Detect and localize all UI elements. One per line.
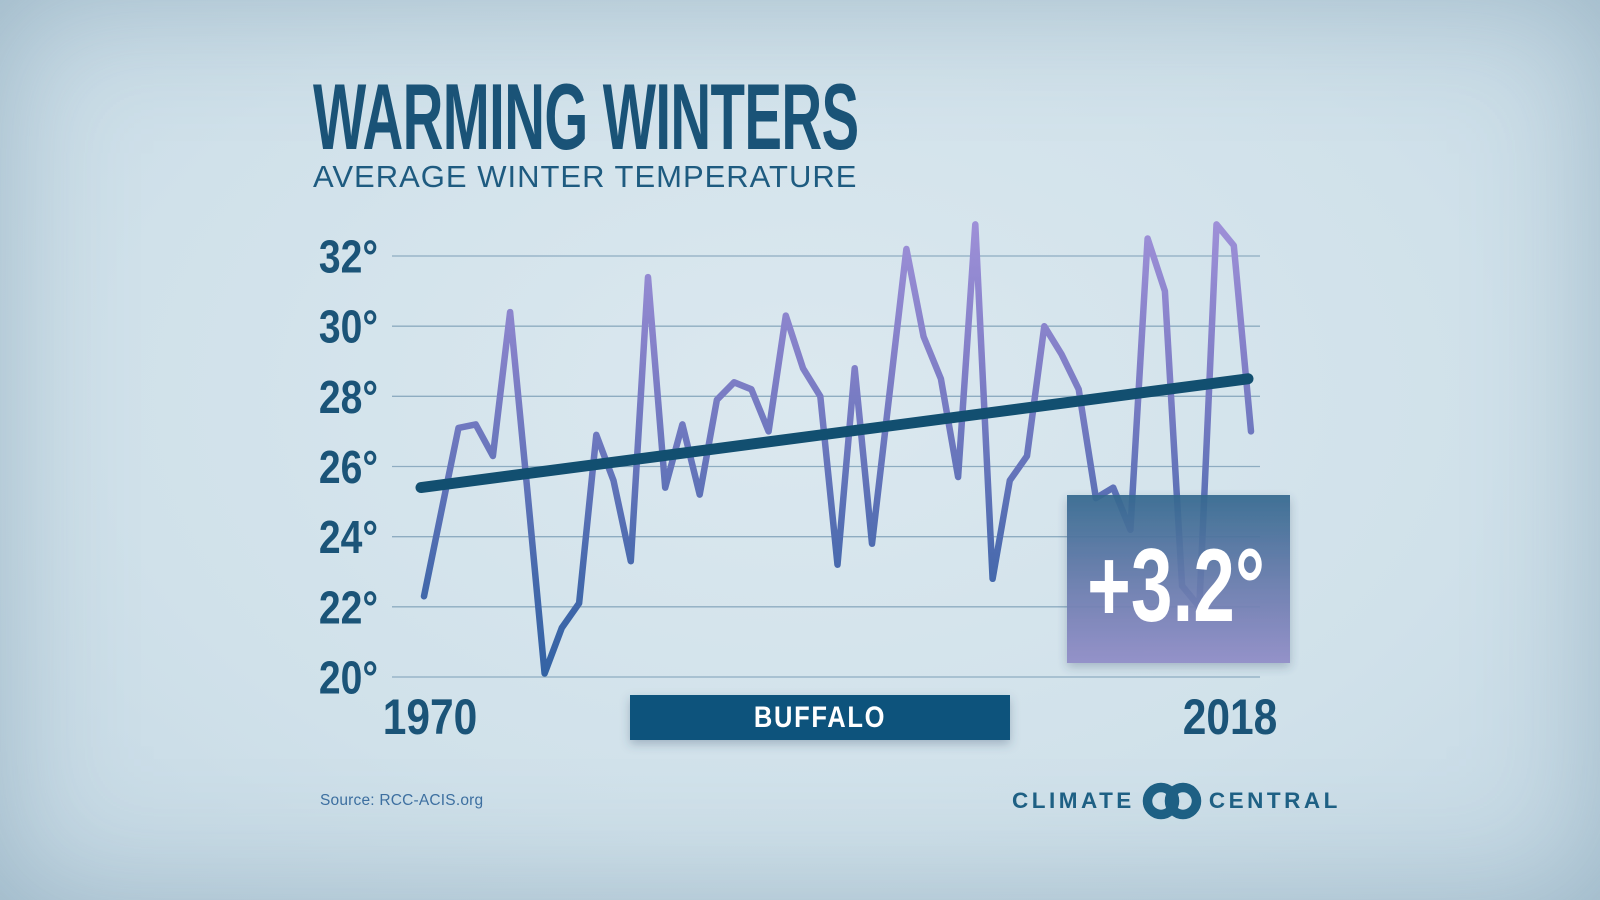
y-tick-label: 20° (319, 653, 378, 705)
climate-central-logo: CLIMATE CENTRAL (1012, 781, 1341, 821)
page-subtitle: AVERAGE WINTER TEMPERATURE (313, 159, 858, 194)
delta-badge: +3.2° (1067, 495, 1290, 663)
y-tick-label: 24° (319, 512, 378, 564)
delta-badge-label: +3.2° (1087, 528, 1265, 644)
trend-line (415, 373, 1254, 494)
source-text: Source: RCC-ACIS.org (320, 792, 484, 809)
y-tick-label: 32° (319, 232, 378, 284)
delta-badge-box (1067, 495, 1290, 663)
location-badge-label: BUFFALO (754, 700, 886, 733)
logo-text-climate: CLIMATE (1012, 788, 1135, 813)
interlocking-rings-icon (1142, 782, 1202, 820)
temperature-line (420, 221, 1255, 677)
x-axis-label-end: 2018 (1183, 689, 1278, 745)
location-badge: BUFFALO (630, 695, 1010, 740)
y-tick-label: 26° (319, 442, 378, 494)
page-title: WARMING WINTERS (313, 64, 859, 169)
x-axis-label-start: 1970 (383, 689, 478, 745)
logo-text-central: CENTRAL (1208, 788, 1341, 813)
y-tick-label: 30° (319, 302, 378, 354)
y-tick-label: 28° (319, 372, 378, 424)
location-badge-box (630, 695, 1010, 740)
y-tick-label: 22° (319, 582, 378, 634)
